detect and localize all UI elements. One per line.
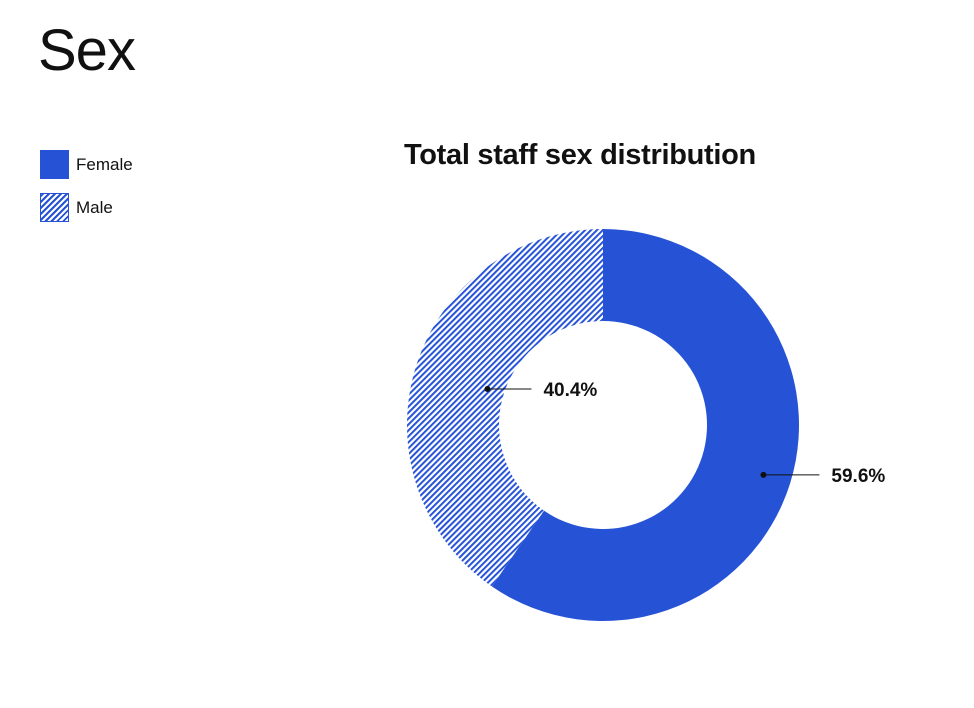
chart-title: Total staff sex distribution: [404, 139, 756, 171]
data-label-female: 59.6%: [831, 466, 885, 487]
legend-item-female: Female: [40, 150, 133, 179]
legend-swatch-male: [40, 193, 69, 222]
donut-slice-female: [491, 229, 799, 621]
data-label-male: 40.4%: [543, 380, 597, 401]
donut-slice-male: [407, 229, 603, 587]
legend: Female Male: [40, 150, 133, 236]
legend-swatch-female: [40, 150, 69, 179]
legend-label-male: Male: [76, 197, 113, 217]
legend-item-male: Male: [40, 193, 133, 222]
page-title: Sex: [38, 18, 136, 83]
legend-label-female: Female: [76, 154, 133, 174]
